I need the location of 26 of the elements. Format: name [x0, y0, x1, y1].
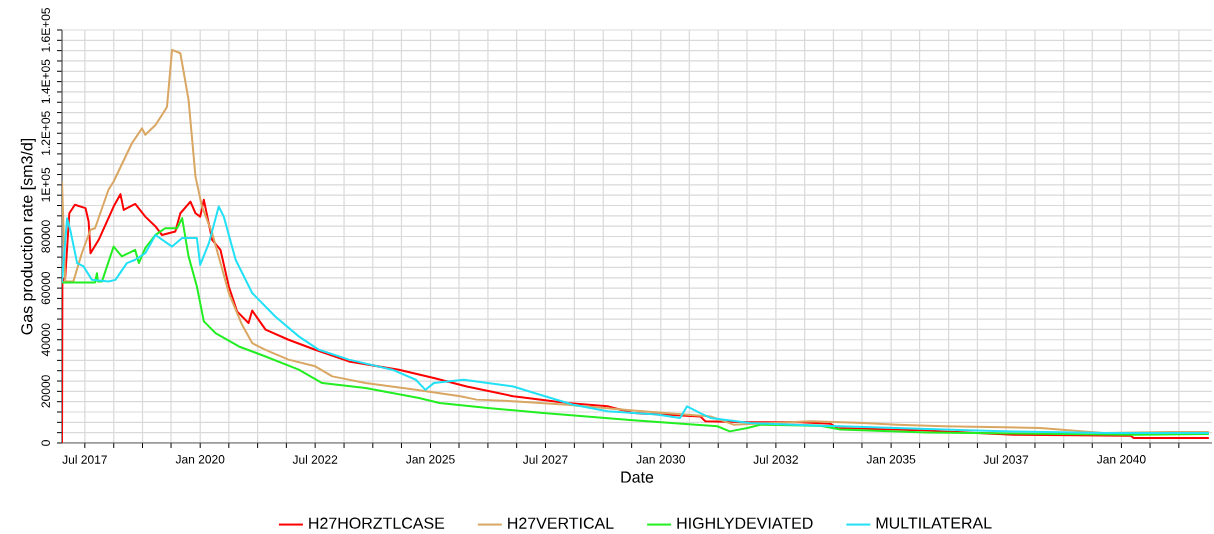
- y-axis-title: Gas production rate [sm3/d]: [20, 138, 36, 335]
- x-tick-label: Jan 2030: [636, 455, 686, 464]
- y-tick-label: 1.4E+05: [41, 59, 50, 104]
- x-tick-label: Jul 2032: [753, 455, 798, 464]
- x-tick-label: Jan 2035: [866, 455, 916, 464]
- line-series: [62, 48, 1210, 434]
- legend-label: H27VERTICAL: [508, 517, 614, 529]
- y-tick-label: 60000: [41, 271, 50, 305]
- x-tick-label: Jul 2017: [62, 455, 107, 464]
- y-tick-label: 0: [41, 440, 50, 446]
- y-tick-label: 80000: [41, 220, 50, 253]
- legend-label: HIGHLYDEVIATED: [677, 517, 813, 529]
- x-tick-label: Jan 2020: [175, 455, 225, 464]
- x-tick-label: Jan 2040: [1096, 455, 1146, 464]
- y-tick-label: 1.6E+05: [41, 7, 50, 52]
- x-tick-label: Jul 2037: [983, 455, 1029, 464]
- legend-label: MULTILATERAL: [876, 517, 992, 529]
- y-tick-label: 40000: [41, 323, 50, 357]
- x-axis-title: Date: [621, 471, 654, 483]
- legend-label: H27HORZTLCASE: [309, 517, 445, 529]
- x-tick-label: Jul 2022: [292, 455, 338, 464]
- y-tick-label: 1E+05: [41, 167, 50, 202]
- y-tick-label: 20000: [41, 375, 50, 408]
- x-tick-label: Jul 2027: [522, 455, 568, 464]
- y-tick-label: 1.2E+05: [41, 111, 50, 155]
- x-tick-label: Jan 2025: [406, 455, 455, 464]
